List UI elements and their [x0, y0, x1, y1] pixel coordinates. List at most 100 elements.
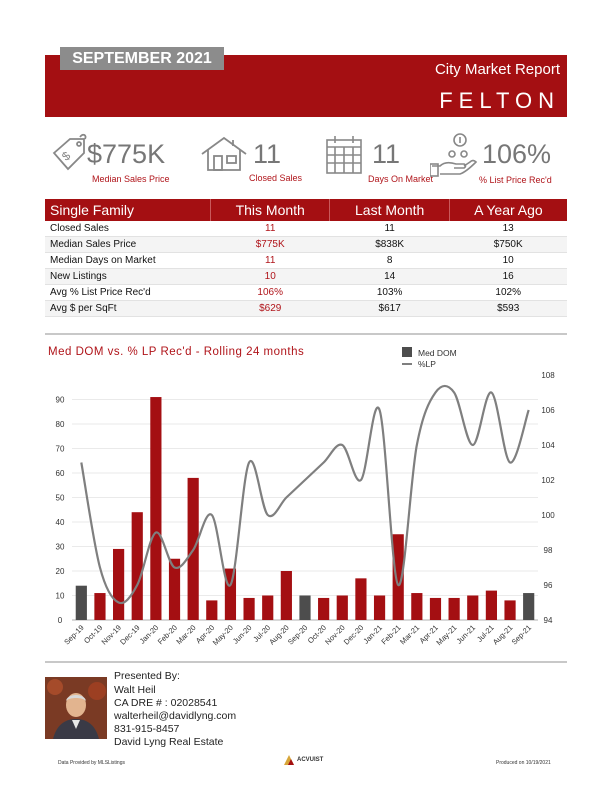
bar-med-dom: [392, 534, 404, 620]
avatar: [45, 677, 107, 739]
left-axis-tick-label: 50: [56, 494, 65, 503]
stat-value-list-price-pct: 106%: [482, 139, 552, 169]
report-title: City Market Report: [434, 61, 560, 78]
bar-med-dom: [243, 597, 255, 620]
calendar-icon: [326, 136, 362, 174]
cell-last-month: $838K: [329, 236, 450, 253]
row-label: New Listings: [45, 268, 211, 285]
agent-photo-icon: [45, 677, 107, 739]
row-label: Median Days on Market: [45, 252, 211, 269]
stat-label-list-price-pct: % List Price Rec'd: [479, 175, 552, 185]
chart-legend: Med DOM %LP: [402, 347, 457, 369]
right-axis-tick-label: 100: [541, 511, 555, 520]
bar-med-dom: [206, 600, 218, 620]
house-icon: [201, 136, 247, 171]
dom-vs-lp-chart: Med DOM vs. % LP Rec'd - Rolling 24 mont…: [48, 346, 555, 647]
chart-title: Med DOM vs. % LP Rec'd - Rolling 24 mont…: [48, 346, 304, 358]
bar-med-dom: [168, 558, 181, 620]
bar-med-dom: [429, 597, 442, 620]
header-year-ago: A Year Ago: [449, 199, 567, 221]
table-row: Closed Sales 11 11 13: [45, 221, 567, 237]
cell-year-ago: 10: [449, 252, 567, 269]
cell-this-month: 11: [210, 252, 330, 269]
bar-med-dom: [224, 568, 237, 620]
right-axis-tick-label: 98: [544, 546, 553, 555]
x-axis-tick-label: Mar-21: [398, 623, 421, 646]
series-line-lp: [80, 384, 530, 605]
stat-value-days-on-market: 11: [372, 139, 401, 169]
city-name: FELTON: [439, 88, 560, 113]
chart-bars: [75, 397, 535, 620]
hand-coins-icon: [430, 133, 478, 177]
x-axis-tick-label: Jun-21: [455, 623, 478, 646]
x-axis-tick-label: Sep-20: [286, 623, 309, 646]
row-label: Closed Sales: [45, 221, 211, 237]
x-axis-tick-label: Feb-20: [156, 623, 179, 646]
stat-label-closed-sales: Closed Sales: [249, 173, 303, 183]
left-axis-tick-label: 80: [56, 420, 65, 429]
bar-med-dom: [485, 590, 497, 620]
x-axis-tick-label: Sep-21: [510, 623, 533, 646]
bar-med-dom: [523, 593, 535, 620]
right-axis-tick-label: 104: [541, 441, 555, 450]
table-row: Avg % List Price Rec'd 106% 103% 102%: [45, 284, 567, 301]
report-month: SEPTEMBER 2021: [60, 47, 224, 70]
cell-last-month: $617: [329, 300, 450, 317]
section-divider: [45, 661, 567, 663]
x-axis-tick-label: Aug-21: [491, 623, 514, 646]
bar-med-dom: [373, 595, 386, 620]
row-label: Avg $ per SqFt: [45, 300, 211, 317]
stat-label-median-price: Median Sales Price: [92, 174, 170, 184]
left-axis-tick-label: 30: [56, 543, 65, 552]
table-row: Median Days on Market 11 8 10: [45, 252, 567, 269]
cell-year-ago: 13: [449, 221, 567, 237]
bar-med-dom: [150, 397, 162, 620]
right-axis-tick-label: 108: [541, 371, 555, 380]
right-axis-tick-label: 102: [541, 476, 555, 485]
footer-produced-date: Produced on 10/19/2021: [496, 760, 551, 766]
right-axis-tick-label: 96: [544, 581, 553, 590]
row-label: Avg % List Price Rec'd: [45, 284, 211, 301]
cell-this-month: 106%: [210, 284, 330, 301]
agent-email[interactable]: walterheil@davidlyng.com: [114, 710, 237, 722]
bar-med-dom: [448, 597, 460, 620]
agent-phone: 831-915-8457: [114, 723, 180, 735]
x-axis-tick-label: Mar-20: [174, 623, 197, 646]
bar-med-dom: [411, 593, 423, 620]
bar-med-dom: [336, 595, 348, 620]
cell-this-month: $775K: [210, 236, 330, 253]
x-axis-tick-label: May-20: [211, 623, 235, 647]
stats-table: Single Family This Month Last Month A Ye…: [45, 199, 567, 317]
bar-med-dom: [75, 585, 87, 620]
left-axis-tick-label: 60: [56, 469, 65, 478]
bar-med-dom: [299, 595, 311, 620]
footer-source: Data Provided by MLSListings: [58, 760, 125, 766]
cell-this-month: $629: [210, 300, 330, 317]
x-axis-tick-label: Nov-20: [323, 623, 346, 646]
left-axis-tick-label: 10: [56, 592, 65, 601]
cell-last-month: 103%: [329, 284, 450, 301]
chart-gridlines: [72, 399, 538, 621]
header-this-month: This Month: [210, 199, 331, 221]
left-axis-tick-label: 70: [56, 445, 65, 454]
cell-year-ago: $593: [449, 300, 567, 317]
stat-label-days-on-market: Days On Market: [368, 174, 434, 184]
agent-name: Walt Heil: [114, 684, 156, 696]
cell-last-month: 8: [329, 252, 450, 269]
table-row: Median Sales Price $775K $838K $750K: [45, 236, 567, 253]
agent-license: CA DRE # : 02028541: [114, 697, 218, 709]
table-row: Avg $ per SqFt $629 $617 $593: [45, 300, 567, 317]
bar-med-dom: [131, 512, 143, 620]
row-label: Median Sales Price: [45, 236, 211, 253]
x-axis-tick-label: Feb-21: [379, 623, 402, 646]
agent-company: David Lyng Real Estate: [114, 736, 224, 748]
header-last-month: Last Month: [329, 199, 450, 221]
bar-med-dom: [94, 593, 106, 620]
cell-year-ago: 102%: [449, 284, 567, 301]
left-axis-tick-label: 40: [56, 518, 65, 527]
x-axis-tick-label: Nov-19: [100, 623, 123, 646]
logo-icon: [284, 755, 294, 765]
bar-med-dom: [280, 571, 292, 620]
cell-last-month: 11: [329, 221, 450, 237]
legend-label-med-dom: Med DOM: [418, 348, 457, 358]
